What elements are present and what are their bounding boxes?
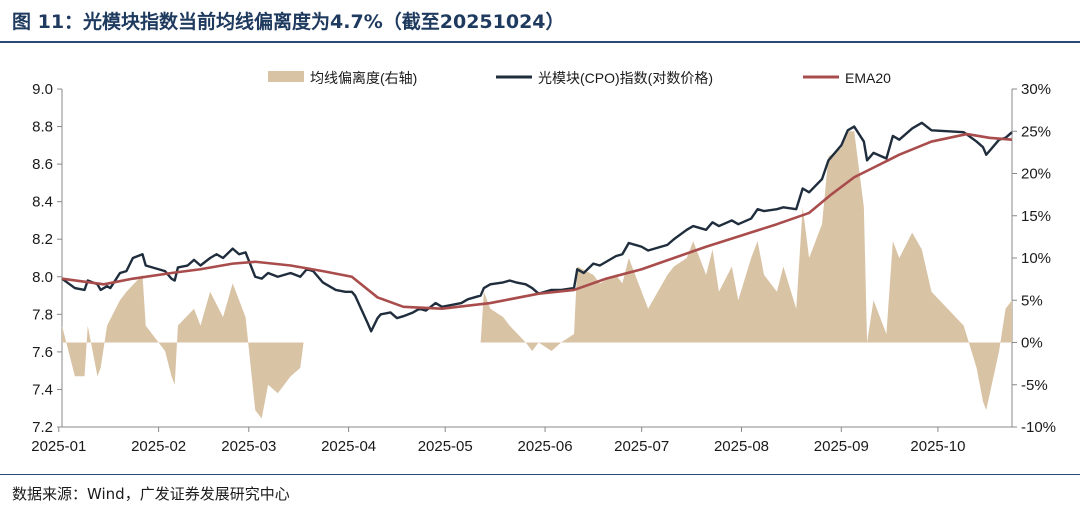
y-left-tick-label: 7.6 [32, 344, 53, 361]
x-tick-label: 2025-05 [418, 438, 473, 455]
y-right-tick-label: 15% [1021, 208, 1051, 225]
deviation-area [62, 131, 1012, 419]
y-left-tick-label: 7.2 [32, 419, 53, 436]
y-right-tick-label: -5% [1021, 377, 1048, 394]
y-right-tick-label: 25% [1021, 123, 1051, 140]
x-tick-label: 2025-10 [910, 438, 965, 455]
x-tick-label: 2025-06 [518, 438, 573, 455]
y-left-tick-label: 8.0 [32, 269, 53, 286]
y-left-tick-label: 8.4 [32, 194, 53, 211]
line-layer [61, 121, 1013, 333]
legend-label: 光模块(CPO)指数(对数价格) [538, 70, 713, 86]
y-left-tick-label: 9.0 [32, 81, 53, 98]
y-right-tick-label: 20% [1021, 166, 1051, 183]
deviation-area-layer [62, 131, 1012, 419]
y-right-tick-label: 5% [1021, 292, 1043, 309]
y-left-tick-label: 7.4 [32, 381, 53, 398]
y-left-tick-label: 7.8 [32, 306, 53, 323]
legend-label: 均线偏离度(右轴) [310, 70, 417, 86]
legend-swatch-deviation [268, 71, 304, 82]
x-tick-label: 2025-07 [614, 438, 669, 455]
x-tick-label: 2025-02 [131, 438, 186, 455]
x-tick-label: 2025-03 [221, 438, 276, 455]
x-tick-label: 2025-01 [31, 438, 86, 455]
footer-divider [0, 474, 1080, 475]
y-right-tick-label: 0% [1021, 335, 1043, 352]
y-right-tick-label: -10% [1021, 419, 1056, 436]
x-tick-label: 2025-04 [321, 438, 376, 455]
y-left-tick-label: 8.2 [32, 231, 53, 248]
source-note: 数据来源：Wind，广发证券发展研究中心 [12, 485, 290, 503]
y-right-tick-label: 10% [1021, 250, 1051, 267]
y-left-tick-label: 8.6 [32, 156, 53, 173]
axes-layer: 9.0 8.8 8.6 8.4 8.2 8.0 7.8 7.6 7.4 7.2 30% 25% 20% 1… [31, 81, 1056, 455]
legend: 均线偏离度(右轴) 光模块(CPO)指数(对数价格) EMA20 [268, 70, 891, 86]
ema20-line [61, 132, 1013, 311]
plot-frame [61, 89, 1013, 428]
cpo-index-line [61, 121, 1013, 333]
legend-label: EMA20 [845, 70, 891, 86]
chart: 9.0 8.8 8.6 8.4 8.2 8.0 7.8 7.6 7.4 7.2 30% 25% 20% 1… [31, 70, 1056, 455]
x-tick-label: 2025-08 [714, 438, 769, 455]
title-divider [0, 41, 1080, 43]
page-title: 图 11：光模块指数当前均线偏离度为4.7%（截至20251024） [12, 11, 565, 33]
title-bar: 图 11：光模块指数当前均线偏离度为4.7%（截至20251024） [0, 0, 1080, 42]
y-right-tick-label: 30% [1021, 81, 1051, 98]
x-tick-label: 2025-09 [814, 438, 869, 455]
y-left-tick-label: 8.8 [32, 119, 53, 136]
